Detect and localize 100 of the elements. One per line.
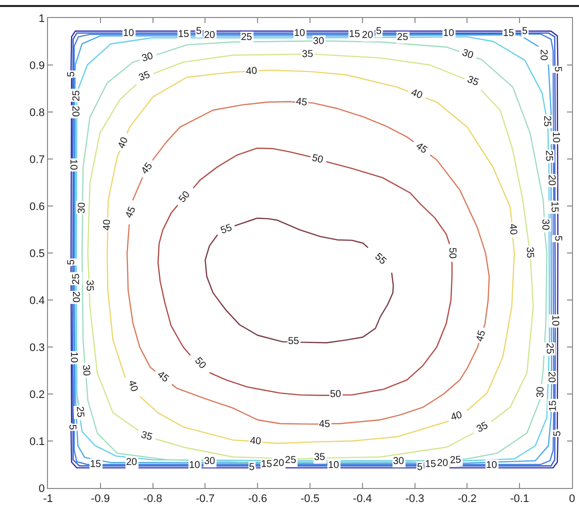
annotation: 15	[90, 459, 102, 470]
annotation: 40	[102, 218, 114, 231]
annotation: 35	[524, 246, 536, 259]
annotation: 25	[284, 454, 297, 466]
annotation: 30	[393, 456, 405, 467]
annotation: 25	[543, 150, 554, 162]
annotation: 50	[330, 389, 342, 400]
annotation: 20	[272, 458, 285, 470]
annotation: 40	[450, 410, 464, 424]
annotation: 5	[66, 258, 78, 265]
annotation: 20	[546, 371, 557, 384]
annotation: 40	[246, 66, 258, 78]
annotation: 30	[312, 36, 325, 48]
annotation: 55	[372, 251, 388, 268]
annotation: 25	[450, 454, 462, 466]
annotation: 5	[522, 26, 528, 37]
annotation: 15	[503, 28, 515, 39]
x-tick-label: -0.6	[248, 493, 268, 506]
y-tick-label: 0.4	[30, 294, 45, 307]
annotation: 35	[314, 452, 326, 463]
x-tick-label: 0	[568, 493, 576, 506]
annotation: 45	[295, 96, 308, 109]
y-tick-label: 0.7	[30, 154, 45, 166]
annotation: 10	[442, 28, 455, 40]
annotation: 20	[538, 49, 549, 61]
annotation: 15	[548, 201, 560, 213]
annotation: 5	[376, 26, 382, 37]
annotation: 35	[140, 430, 154, 444]
annotation: 5	[66, 424, 78, 430]
annotation: 10	[189, 460, 201, 471]
x-tick-label: -0.7	[196, 493, 215, 506]
annotation: 55	[288, 336, 300, 347]
annotation: 35	[474, 420, 490, 436]
annotation: 5	[196, 26, 202, 37]
annotation: 55	[219, 222, 234, 237]
y-tick-label: 0.5	[30, 248, 45, 260]
y-tick-label: 0.3	[30, 342, 45, 354]
annotation: 5	[552, 66, 564, 72]
annotation: 20	[546, 174, 557, 186]
annotation: 45	[124, 204, 138, 220]
annotation: 10	[67, 158, 78, 171]
y-tick-label: 0	[38, 482, 45, 495]
annotation: 35	[302, 48, 314, 60]
x-tick-label: -0.2	[458, 493, 477, 506]
annotation: 30	[460, 47, 476, 62]
y-tick-label: 0.8	[30, 106, 45, 119]
annotation: 30	[76, 202, 88, 214]
y-tick-label: 0.6	[30, 200, 45, 213]
annotation: 15	[349, 29, 361, 40]
annotation: 5	[66, 70, 78, 78]
annotation: 5	[552, 236, 564, 242]
annotation: 25	[541, 116, 552, 128]
annotation: 25	[70, 273, 82, 285]
annotation: 30	[540, 219, 551, 231]
annotation: 20	[126, 457, 138, 468]
annotation: 10	[550, 132, 562, 144]
annotation: 30	[80, 364, 92, 377]
annotation: 40	[250, 436, 262, 448]
x-tick-label: -1	[43, 493, 53, 506]
annotation: 45	[414, 140, 430, 156]
annotation: 10	[123, 28, 135, 39]
annotation: 15	[425, 459, 437, 470]
y-tick-label: 0.2	[30, 388, 45, 401]
annotation: 35	[137, 69, 152, 84]
annotation: 15	[261, 459, 273, 470]
annotation: 30	[535, 386, 547, 398]
annotation: 20	[70, 291, 81, 303]
annotation: 15	[548, 400, 559, 412]
annotation: 45	[319, 419, 331, 430]
annotation: 40	[409, 87, 424, 102]
annotation: 25	[71, 90, 82, 102]
annotation: 20	[204, 30, 216, 41]
annotation: 10	[328, 460, 340, 471]
x-tick-label: -0.5	[300, 493, 320, 506]
annotation: 50	[176, 188, 193, 205]
annotation: 10	[486, 460, 498, 471]
y-tick-label: 0.9	[30, 60, 45, 72]
annotation: 45	[140, 160, 156, 176]
annotation: 25	[544, 342, 555, 354]
annotation: 10	[68, 352, 79, 364]
x-tick-label: -0.8	[143, 493, 162, 506]
annotation: 5	[552, 430, 564, 436]
annotation: 45	[154, 369, 171, 386]
annotation: 5	[417, 462, 423, 473]
annotation: 35	[466, 74, 480, 89]
annotation: 20	[362, 30, 374, 42]
annotation: 25	[241, 32, 253, 43]
annotation: 10	[294, 28, 306, 39]
annotation: 25	[74, 406, 86, 418]
annotation: 50	[192, 356, 208, 372]
x-tick-label: -0.4	[352, 493, 372, 506]
annotation: 45	[474, 328, 488, 343]
y-tick-label: 0.1	[30, 436, 45, 448]
annotation: 15	[178, 29, 190, 40]
annotation: 30	[140, 50, 155, 65]
annotation: 35	[84, 280, 95, 292]
annotation: 20	[437, 458, 449, 469]
annotation: 10	[549, 314, 560, 326]
x-tick-label: -0.3	[405, 493, 424, 506]
annotation: 30	[204, 456, 216, 468]
